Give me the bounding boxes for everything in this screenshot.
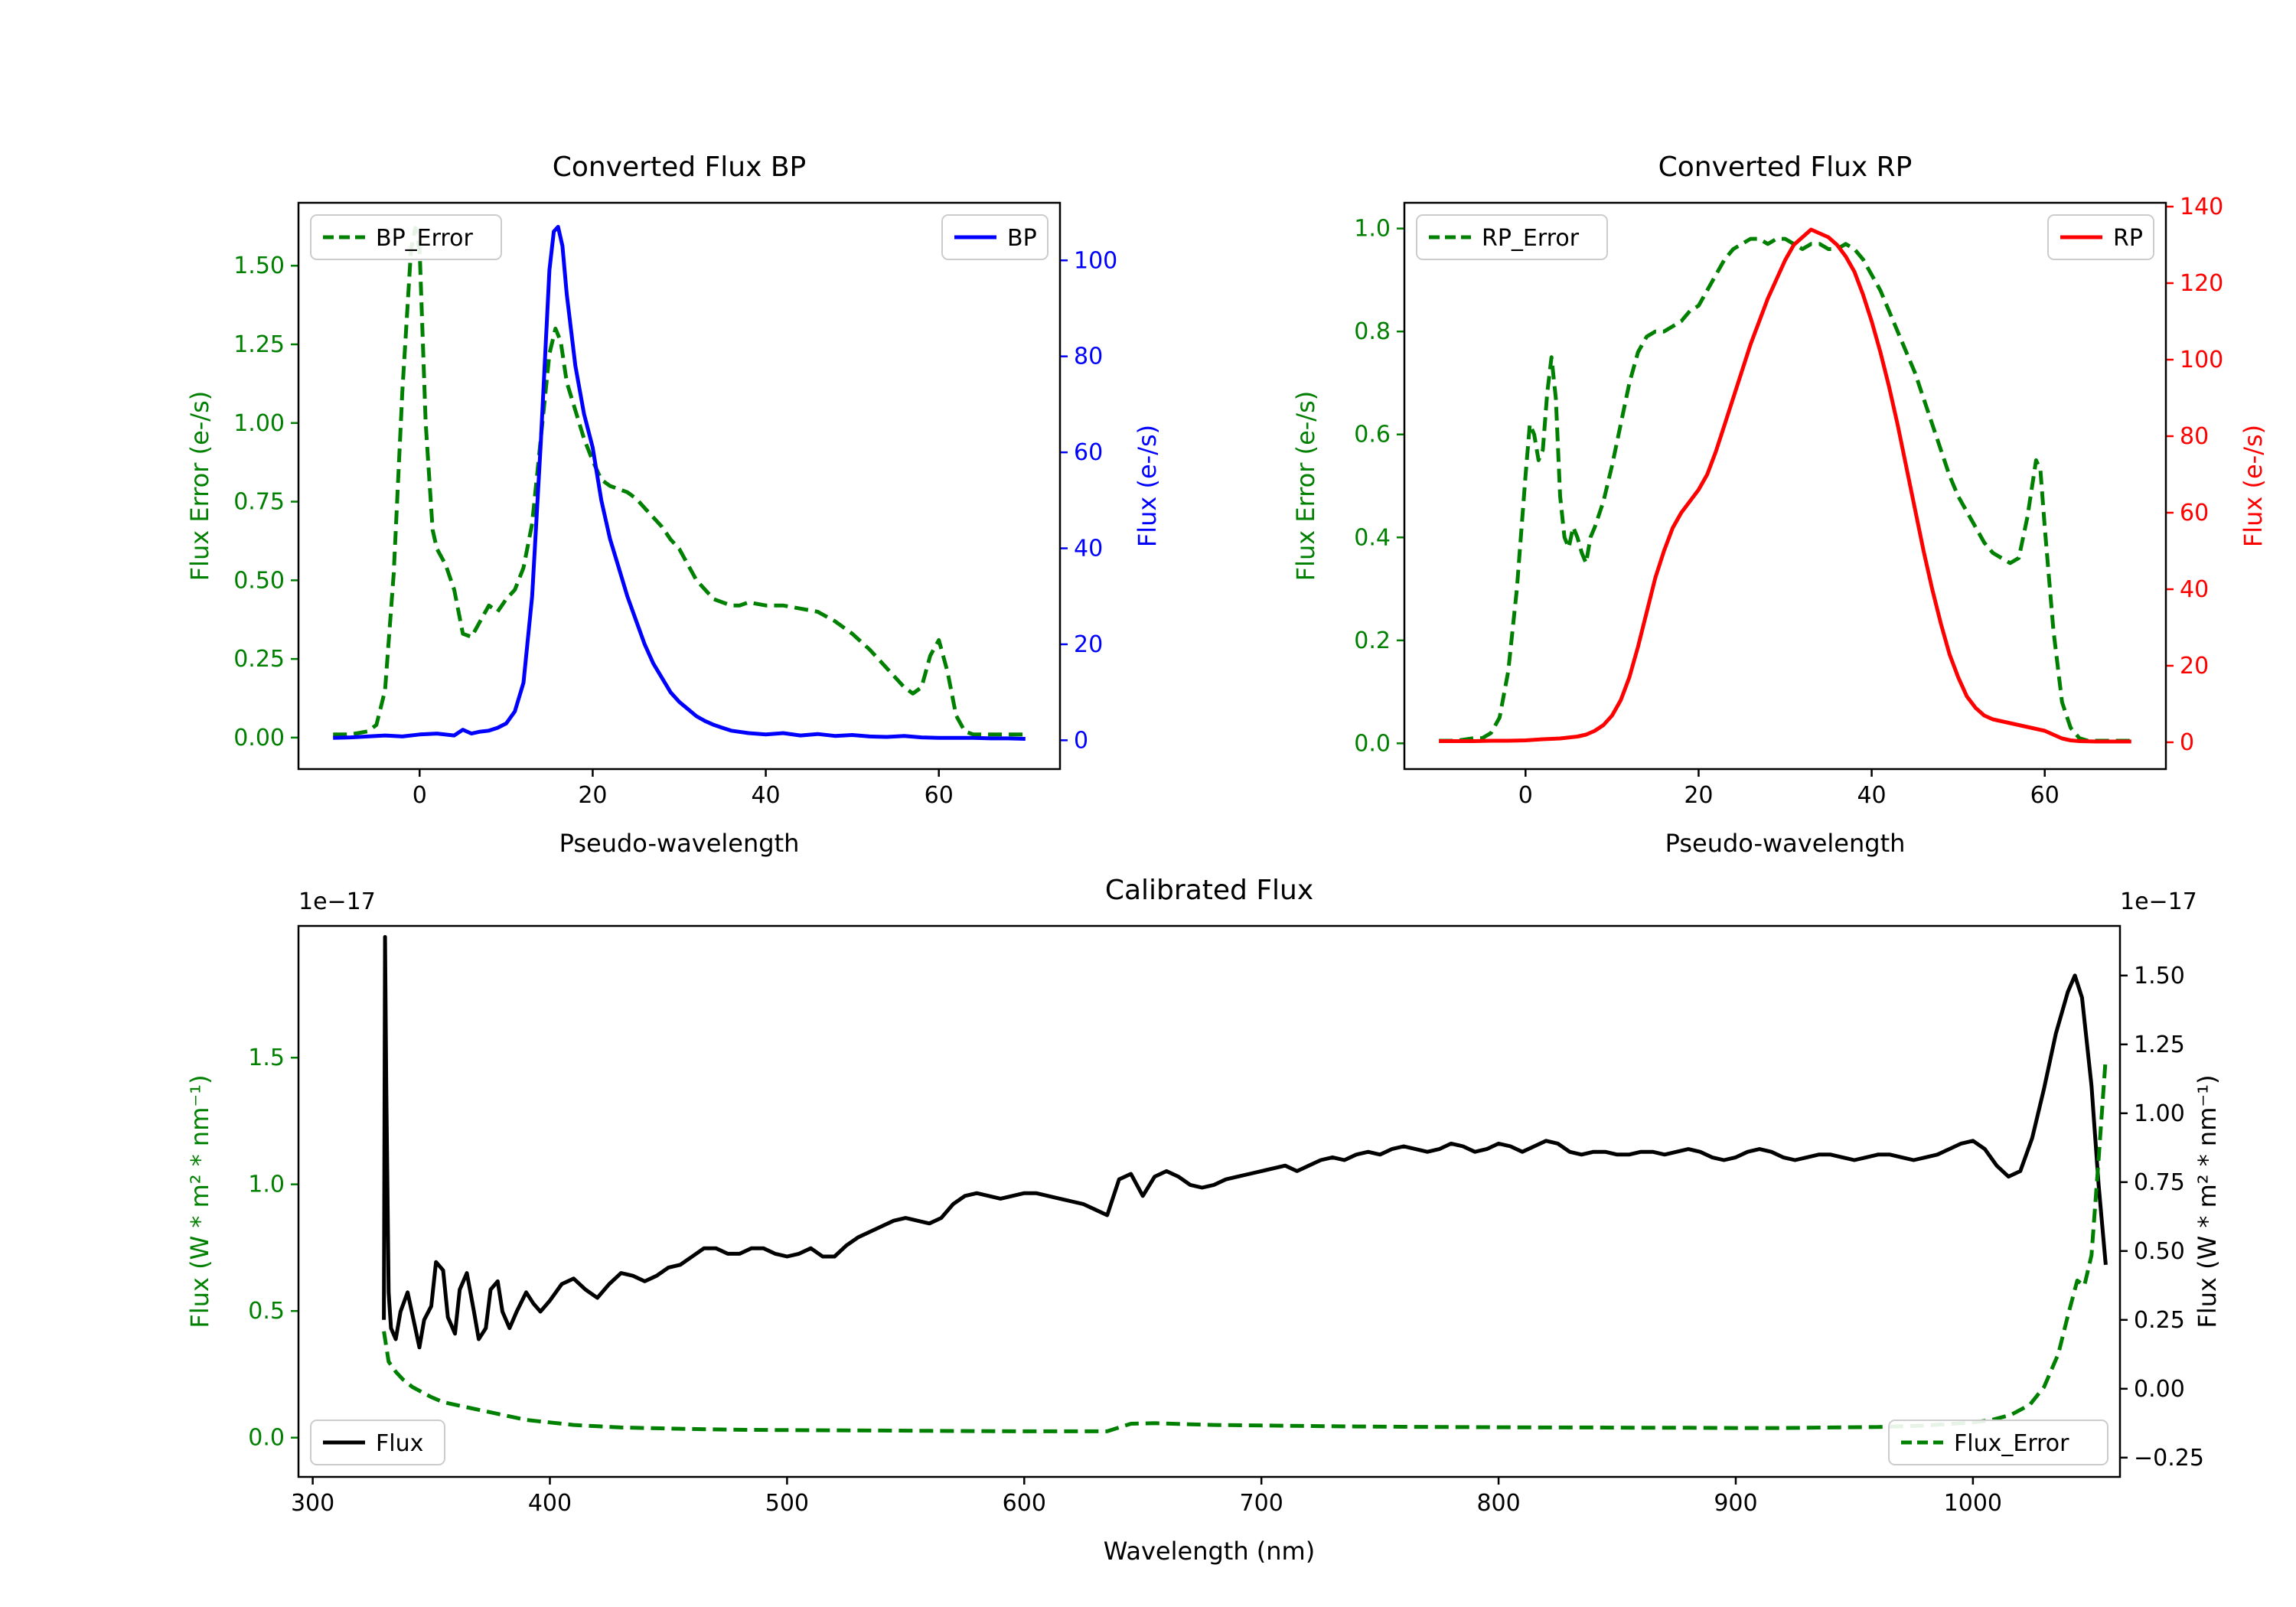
cal-right-tick-label: −0.25 bbox=[2134, 1445, 2204, 1472]
rp-left-tick-label: 0.6 bbox=[1354, 422, 1391, 448]
bp-plot-frame bbox=[297, 201, 1062, 771]
cal-right-tick-label: 1.25 bbox=[2134, 1032, 2185, 1058]
bp-legend-bp_error: BP_Error bbox=[310, 214, 502, 260]
cal-left-axis-label: Flux (W * m² * nm⁻¹) bbox=[185, 1074, 214, 1328]
cal-left-tick-label: 1.5 bbox=[248, 1045, 285, 1071]
bp-left-tick-label: 1.00 bbox=[233, 410, 285, 437]
rp-right-tick-label: 20 bbox=[2180, 653, 2209, 680]
cal-x-tick-label: 1000 bbox=[1944, 1490, 2002, 1517]
rp-right-tick-label: 80 bbox=[2180, 423, 2209, 450]
cal-x-tick-label: 600 bbox=[1003, 1490, 1046, 1517]
cal-right-axis-label: Flux (W * m² * nm⁻¹) bbox=[2193, 1074, 2222, 1328]
bp-x-tick-label: 40 bbox=[751, 782, 780, 809]
bp-left-tick-label: 0.50 bbox=[233, 567, 285, 594]
rp-title: Converted Flux RP bbox=[1658, 152, 1913, 183]
rp-left-tick-label: 0.8 bbox=[1354, 318, 1391, 345]
bp-right-tick-label: 80 bbox=[1074, 344, 1103, 370]
bp-x-tick-label: 0 bbox=[413, 782, 427, 809]
bp-right-tick-label: 20 bbox=[1074, 631, 1103, 658]
bp-legend-bp: BP bbox=[941, 214, 1049, 260]
cal-title: Calibrated Flux bbox=[1105, 875, 1313, 906]
cal-series-flux_error bbox=[382, 1057, 2108, 1433]
bp-left-tick-label: 1.50 bbox=[233, 253, 285, 279]
rp-left-axis-label: Flux Error (e-/s) bbox=[1291, 391, 1320, 582]
rp-x-axis-label: Pseudo-wavelength bbox=[1665, 829, 1906, 858]
rp-series-rp bbox=[1439, 227, 2131, 744]
rp-plot-frame bbox=[1403, 201, 2167, 771]
cal-right-tick-label: 0.25 bbox=[2134, 1307, 2185, 1334]
cal-right-tick-label: 1.50 bbox=[2134, 963, 2185, 989]
rp-legend-label: RP_Error bbox=[1482, 225, 1580, 252]
bp-legend-box bbox=[310, 214, 502, 260]
bp-chart: 0 20 40 60 0.00 0.25 0.50 0.75 1.00 1.25 1.50 0 20 40… bbox=[185, 152, 1162, 858]
cal-left-tick-label: 1.0 bbox=[248, 1172, 285, 1198]
cal-right-tick-label: 0.00 bbox=[2134, 1376, 2185, 1403]
bp-series-bp bbox=[333, 224, 1026, 741]
cal-legend-label: Flux bbox=[376, 1430, 423, 1457]
rp-right-tick-label: 40 bbox=[2180, 576, 2209, 603]
rp-legend-rp_error: RP_Error bbox=[1416, 214, 1608, 260]
cal-legend-box bbox=[310, 1420, 445, 1465]
bp-right-tick-label: 100 bbox=[1074, 247, 1117, 274]
rp-right-tick-label: 0 bbox=[2180, 729, 2194, 756]
bp-legend-label: BP bbox=[1007, 225, 1037, 252]
rp-legend-label: RP bbox=[2113, 225, 2143, 252]
bp-x-tick-label: 20 bbox=[578, 782, 607, 809]
rp-x-tick-label: 40 bbox=[1857, 782, 1886, 809]
bp-x-axis-label: Pseudo-wavelength bbox=[559, 829, 800, 858]
cal-x-tick-label: 800 bbox=[1476, 1490, 1520, 1517]
bp-right-tick-label: 40 bbox=[1074, 536, 1103, 562]
cal-right-offset-text: 1e−17 bbox=[2120, 888, 2197, 915]
cal-chart: 300 400 500 600 700 800 900 1000 0.0 0.5 1.0 1.5 −0.… bbox=[185, 875, 2222, 1566]
bp-left-tick-label: 0.00 bbox=[233, 725, 285, 751]
cal-left-tick-label: 0.0 bbox=[248, 1425, 285, 1452]
cal-legend-box bbox=[1888, 1420, 2108, 1465]
bp-legend-label: BP_Error bbox=[376, 225, 473, 252]
rp-left-tick-label: 0.0 bbox=[1354, 730, 1391, 757]
cal-left-tick-label: 0.5 bbox=[248, 1298, 285, 1325]
rp-right-axis-label: Flux (e-/s) bbox=[2239, 425, 2268, 547]
cal-x-tick-label: 400 bbox=[528, 1490, 572, 1517]
cal-legend-flux: Flux bbox=[310, 1420, 445, 1465]
bp-series-bp_error bbox=[333, 226, 1026, 737]
bp-left-tick-label: 1.25 bbox=[233, 331, 285, 358]
bp-title: Converted Flux BP bbox=[553, 152, 806, 183]
cal-legend-label: Flux_Error bbox=[1954, 1430, 2069, 1457]
cal-x-tick-label: 500 bbox=[765, 1490, 809, 1517]
rp-chart: 0 20 40 60 0.0 0.2 0.4 0.6 0.8 1.0 0 20 40 60 80 100 120… bbox=[1291, 152, 2268, 858]
rp-right-tick-label: 60 bbox=[2180, 500, 2209, 526]
rp-x-tick-label: 60 bbox=[2030, 782, 2060, 809]
cal-right-tick-label: 0.50 bbox=[2134, 1238, 2185, 1265]
rp-left-tick-label: 0.2 bbox=[1354, 627, 1391, 654]
rp-left-tick-label: 1.0 bbox=[1354, 216, 1391, 243]
cal-x-axis-label: Wavelength (nm) bbox=[1104, 1537, 1315, 1566]
bp-right-tick-label: 0 bbox=[1074, 727, 1088, 754]
bp-left-tick-label: 0.25 bbox=[233, 646, 285, 673]
bp-right-axis-label: Flux (e-/s) bbox=[1133, 425, 1162, 547]
rp-x-tick-label: 0 bbox=[1518, 782, 1533, 809]
cal-legend-flux_error: Flux_Error bbox=[1888, 1420, 2108, 1465]
cal-right-tick-label: 0.75 bbox=[2134, 1169, 2185, 1196]
rp-x-tick-label: 20 bbox=[1684, 782, 1713, 809]
cal-series-flux bbox=[382, 934, 2108, 1350]
cal-left-offset-text: 1e−17 bbox=[298, 888, 376, 915]
cal-x-tick-label: 300 bbox=[291, 1490, 334, 1517]
bp-left-tick-label: 0.75 bbox=[233, 489, 285, 516]
rp-right-tick-label: 140 bbox=[2180, 194, 2223, 220]
cal-x-tick-label: 700 bbox=[1240, 1490, 1283, 1517]
rp-series-rp_error bbox=[1439, 236, 2131, 743]
rp-right-tick-label: 120 bbox=[2180, 270, 2223, 297]
rp-legend-rp: RP bbox=[2047, 214, 2154, 260]
bp-x-tick-label: 60 bbox=[925, 782, 954, 809]
bp-right-tick-label: 60 bbox=[1074, 439, 1103, 466]
rp-legend-box bbox=[1416, 214, 1608, 260]
cal-right-tick-label: 1.00 bbox=[2134, 1100, 2185, 1127]
rp-right-tick-label: 100 bbox=[2180, 347, 2223, 373]
cal-x-tick-label: 900 bbox=[1714, 1490, 1757, 1517]
rp-left-tick-label: 0.4 bbox=[1354, 524, 1391, 551]
cal-plot-frame bbox=[297, 924, 2122, 1478]
bp-left-axis-label: Flux Error (e-/s) bbox=[185, 391, 214, 582]
